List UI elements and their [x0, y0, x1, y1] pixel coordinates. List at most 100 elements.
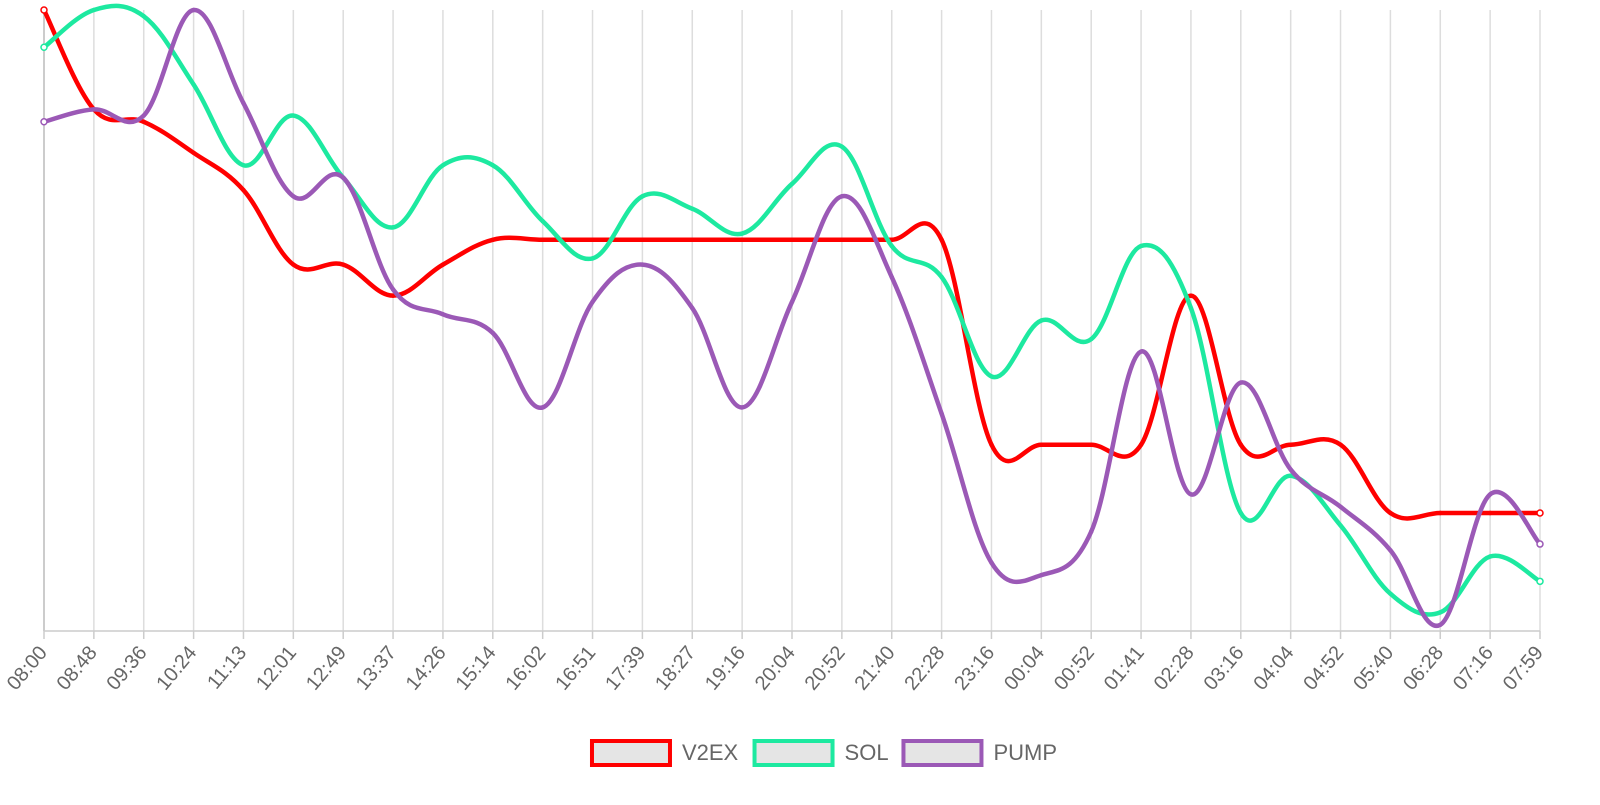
data-point[interactable]: [91, 107, 97, 112]
data-point[interactable]: [1487, 492, 1493, 497]
data-point[interactable]: [1438, 510, 1443, 516]
data-point[interactable]: [1238, 442, 1244, 447]
data-point[interactable]: [440, 312, 446, 317]
data-point[interactable]: [40, 43, 48, 52]
data-point[interactable]: [1288, 467, 1293, 472]
data-point[interactable]: [989, 560, 994, 565]
data-point[interactable]: [1188, 492, 1194, 497]
data-point[interactable]: [1438, 622, 1443, 627]
data-point[interactable]: [590, 237, 595, 242]
data-point[interactable]: [141, 119, 146, 124]
data-point[interactable]: [1338, 504, 1343, 509]
data-point[interactable]: [390, 293, 396, 298]
data-point[interactable]: [241, 187, 246, 193]
data-point[interactable]: [1188, 293, 1194, 298]
data-point[interactable]: [1039, 318, 1044, 323]
data-point[interactable]: [1138, 442, 1144, 447]
data-point[interactable]: [1138, 349, 1144, 354]
data-point[interactable]: [241, 163, 246, 168]
data-point[interactable]: [690, 237, 695, 242]
data-point[interactable]: [1388, 510, 1393, 516]
data-point[interactable]: [590, 299, 595, 305]
data-point[interactable]: [390, 225, 396, 230]
data-point[interactable]: [191, 82, 196, 87]
data-point[interactable]: [939, 237, 944, 242]
data-point[interactable]: [540, 218, 545, 224]
data-point[interactable]: [690, 206, 695, 211]
x-tick-label: 15:14: [452, 642, 501, 694]
data-point[interactable]: [739, 231, 745, 236]
x-tick-label: 16:02: [501, 642, 550, 694]
legend-item-sol[interactable]: SOL: [752, 739, 889, 767]
data-point[interactable]: [939, 411, 944, 416]
data-point[interactable]: [690, 305, 695, 311]
data-point[interactable]: [1089, 336, 1094, 342]
legend-item-pump[interactable]: PUMP: [901, 739, 1057, 767]
data-point[interactable]: [440, 262, 446, 267]
data-point[interactable]: [1338, 442, 1343, 447]
data-point[interactable]: [191, 7, 196, 13]
data-point[interactable]: [91, 7, 97, 13]
data-point[interactable]: [640, 194, 645, 199]
data-point[interactable]: [1438, 610, 1443, 615]
data-point[interactable]: [1536, 509, 1544, 517]
data-point[interactable]: [1338, 523, 1343, 528]
data-point[interactable]: [490, 237, 495, 242]
data-point[interactable]: [889, 274, 894, 280]
data-point[interactable]: [640, 237, 645, 242]
data-point[interactable]: [490, 330, 495, 336]
data-point[interactable]: [40, 118, 48, 126]
data-point[interactable]: [1388, 548, 1393, 553]
data-point[interactable]: [839, 144, 845, 149]
data-point[interactable]: [640, 262, 645, 267]
data-point[interactable]: [440, 163, 446, 168]
data-point[interactable]: [739, 237, 745, 242]
data-point[interactable]: [1288, 442, 1293, 447]
data-point[interactable]: [1288, 473, 1293, 478]
data-point[interactable]: [1138, 243, 1144, 249]
data-point[interactable]: [490, 163, 495, 168]
data-point[interactable]: [1238, 510, 1244, 516]
data-point[interactable]: [141, 14, 146, 19]
data-point[interactable]: [40, 6, 48, 14]
data-point[interactable]: [1388, 591, 1393, 596]
data-point[interactable]: [1487, 510, 1493, 516]
data-point[interactable]: [1039, 572, 1044, 578]
data-point[interactable]: [1089, 529, 1094, 534]
data-point[interactable]: [1238, 380, 1244, 385]
data-point[interactable]: [540, 237, 545, 242]
data-point[interactable]: [839, 237, 845, 242]
data-point[interactable]: [789, 181, 795, 187]
data-point[interactable]: [291, 262, 296, 267]
data-point[interactable]: [1536, 540, 1544, 548]
data-point[interactable]: [739, 405, 745, 410]
data-point[interactable]: [540, 405, 545, 410]
x-tick-label: 00:52: [1050, 642, 1099, 694]
data-point[interactable]: [1487, 554, 1493, 559]
data-point[interactable]: [989, 442, 994, 447]
data-point[interactable]: [1089, 442, 1094, 447]
legend-swatch: [752, 739, 835, 767]
series-lines: [40, 3, 1544, 629]
data-point[interactable]: [1536, 577, 1544, 586]
data-point[interactable]: [341, 175, 346, 180]
data-point[interactable]: [989, 374, 994, 379]
data-point[interactable]: [839, 194, 845, 199]
data-point[interactable]: [590, 256, 595, 261]
data-point[interactable]: [789, 299, 795, 305]
legend-item-v2ex[interactable]: V2EX: [589, 739, 739, 767]
data-point[interactable]: [1188, 305, 1194, 311]
data-point[interactable]: [1039, 442, 1044, 447]
data-point[interactable]: [191, 150, 196, 156]
data-point[interactable]: [889, 243, 894, 249]
data-point[interactable]: [390, 287, 396, 292]
data-point[interactable]: [291, 113, 296, 118]
data-point[interactable]: [789, 237, 795, 242]
data-point[interactable]: [141, 113, 146, 118]
series-line-sol: [41, 3, 1543, 617]
data-point[interactable]: [341, 262, 346, 267]
data-point[interactable]: [291, 194, 296, 199]
data-point[interactable]: [939, 274, 944, 280]
data-point[interactable]: [241, 100, 246, 106]
x-tick-label: 20:04: [751, 642, 800, 694]
